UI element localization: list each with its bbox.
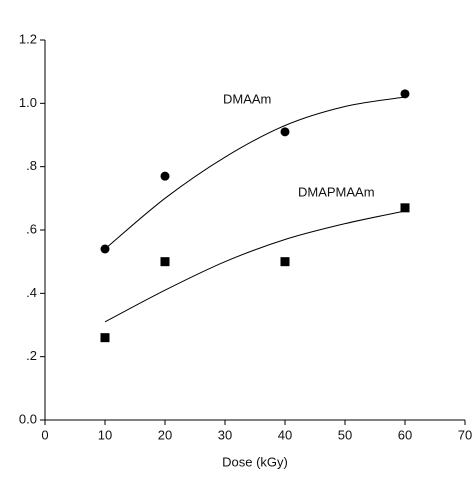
point [100,244,110,254]
x-tick-label: 0 [41,427,48,442]
y-tick-label: 0.0 [19,411,37,426]
x-tick-label: 40 [278,427,292,442]
point [400,89,410,99]
x-tick-label: 60 [398,427,412,442]
point [280,127,290,137]
y-tick-label: .2 [26,348,37,363]
point [160,257,170,267]
series-label: DMAAm [223,91,271,106]
fit-curve [104,96,406,250]
point [160,171,170,181]
y-tick-label: .8 [26,158,37,173]
y-tick-label: 1.0 [19,95,37,110]
point [280,257,290,267]
y-tick-label: 1.2 [19,31,37,46]
fit-curve [104,210,406,323]
series-label: DMAPMAAm [298,184,375,199]
x-tick-label: 30 [218,427,232,442]
point [400,203,410,213]
x-tick-label: 50 [338,427,352,442]
x-tick-label: 20 [158,427,172,442]
x-tick-label: 10 [98,427,112,442]
y-tick-label: .4 [26,285,37,300]
point [100,333,110,343]
x-tick-label: 70 [458,427,472,442]
y-tick-label: .6 [26,221,37,236]
x-axis-label: Dose (kGy) [222,454,288,469]
